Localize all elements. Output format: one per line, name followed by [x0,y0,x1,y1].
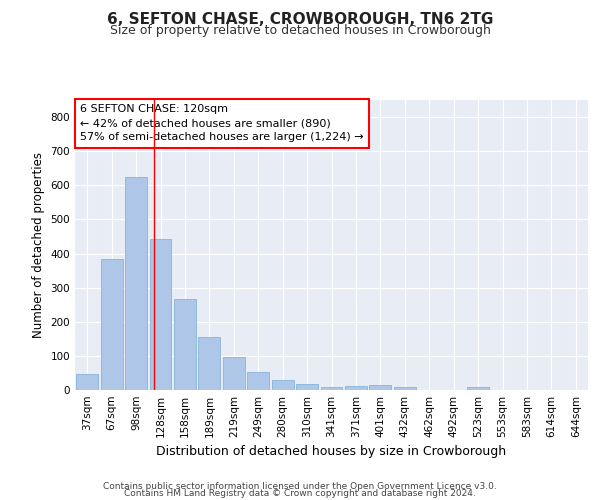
Bar [174,298,196,390]
Bar [101,260,122,390]
Bar [223,356,245,390]
Text: Size of property relative to detached houses in Crowborough: Size of property relative to detached ho… [110,24,490,37]
Y-axis label: Number of detached properties: Number of detached properties [32,152,45,338]
Text: Contains public sector information licensed under the Open Government Licence v3: Contains public sector information licen… [103,482,497,491]
Bar [149,239,172,390]
Bar [296,384,318,390]
Bar [370,385,391,390]
Bar [199,337,220,390]
X-axis label: Distribution of detached houses by size in Crowborough: Distribution of detached houses by size … [157,446,506,458]
Bar [76,374,98,390]
Bar [247,372,269,390]
Bar [467,388,489,390]
Bar [320,386,343,390]
Text: Contains HM Land Registry data © Crown copyright and database right 2024.: Contains HM Land Registry data © Crown c… [124,488,476,498]
Text: 6 SEFTON CHASE: 120sqm
← 42% of detached houses are smaller (890)
57% of semi-de: 6 SEFTON CHASE: 120sqm ← 42% of detached… [80,104,364,142]
Text: 6, SEFTON CHASE, CROWBOROUGH, TN6 2TG: 6, SEFTON CHASE, CROWBOROUGH, TN6 2TG [107,12,493,28]
Bar [345,386,367,390]
Bar [125,177,147,390]
Bar [272,380,293,390]
Bar [394,388,416,390]
